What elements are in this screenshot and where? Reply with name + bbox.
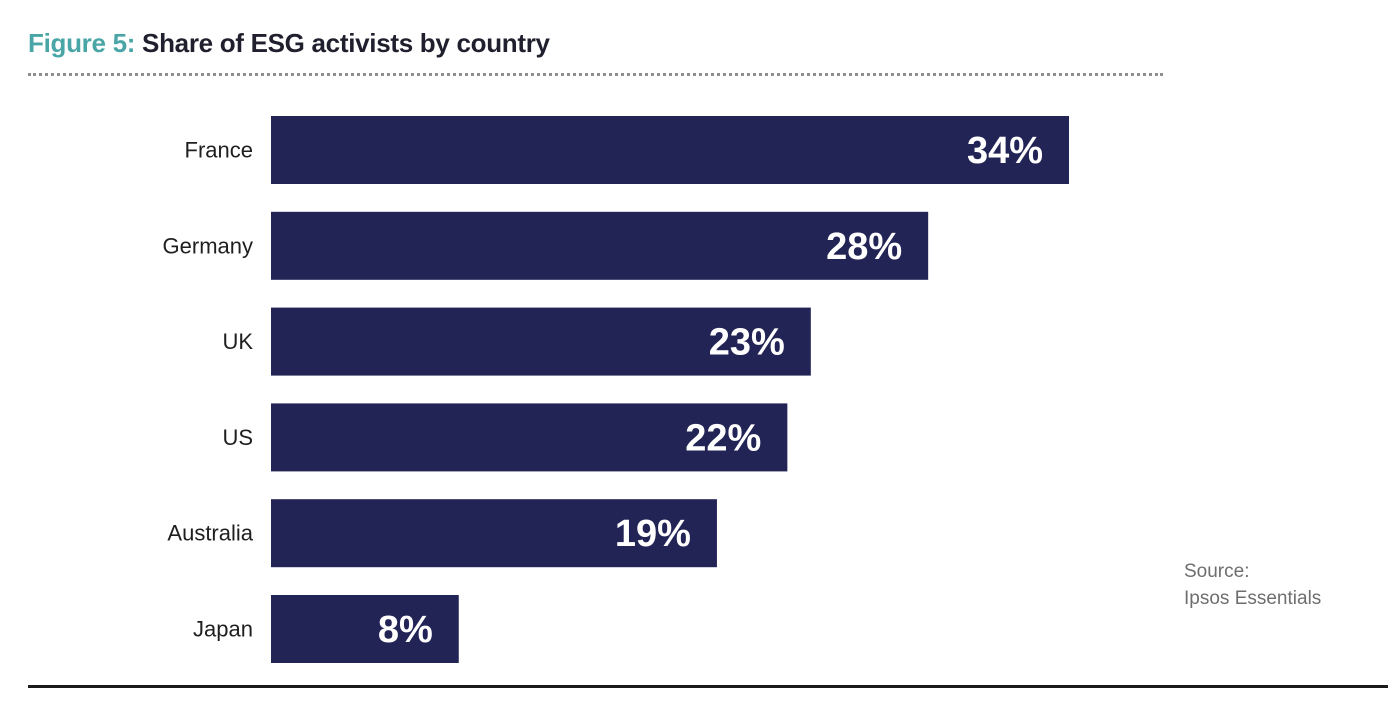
bar-us: [271, 403, 788, 472]
bar-uk: [271, 307, 811, 376]
value-label-us: 22%: [685, 417, 761, 459]
value-label-japan: 8%: [378, 609, 433, 651]
bars-layer: France 34% Germany 28% UK 23% US 22% Australia 19…: [163, 116, 1069, 663]
chart-title: Figure 5: Share of ESG activists by coun…: [28, 28, 550, 59]
value-label-australia: 19%: [615, 513, 691, 555]
category-label-germany: Germany: [163, 233, 253, 258]
bar-france: [271, 116, 1069, 184]
bar-australia: [271, 499, 717, 568]
figure-label: Figure 5:: [28, 28, 136, 58]
bottom-divider: [28, 685, 1388, 688]
category-label-uk: UK: [222, 329, 253, 354]
bar-japan: [271, 595, 459, 663]
value-label-uk: 23%: [709, 322, 785, 364]
source-label: Source:: [1184, 561, 1250, 582]
value-label-france: 34%: [967, 130, 1043, 172]
title-divider: [28, 73, 1163, 76]
source-note: Source: Ipsos Essentials: [1184, 558, 1321, 612]
category-label-australia: Australia: [167, 521, 253, 546]
source-name: Ipsos Essentials: [1184, 588, 1322, 609]
title-text: Share of ESG activists by country: [142, 28, 550, 58]
category-label-us: US: [222, 425, 253, 450]
category-label-japan: Japan: [193, 617, 253, 642]
value-label-germany: 28%: [826, 226, 902, 268]
category-label-france: France: [185, 138, 253, 163]
bar-germany: [271, 211, 929, 280]
